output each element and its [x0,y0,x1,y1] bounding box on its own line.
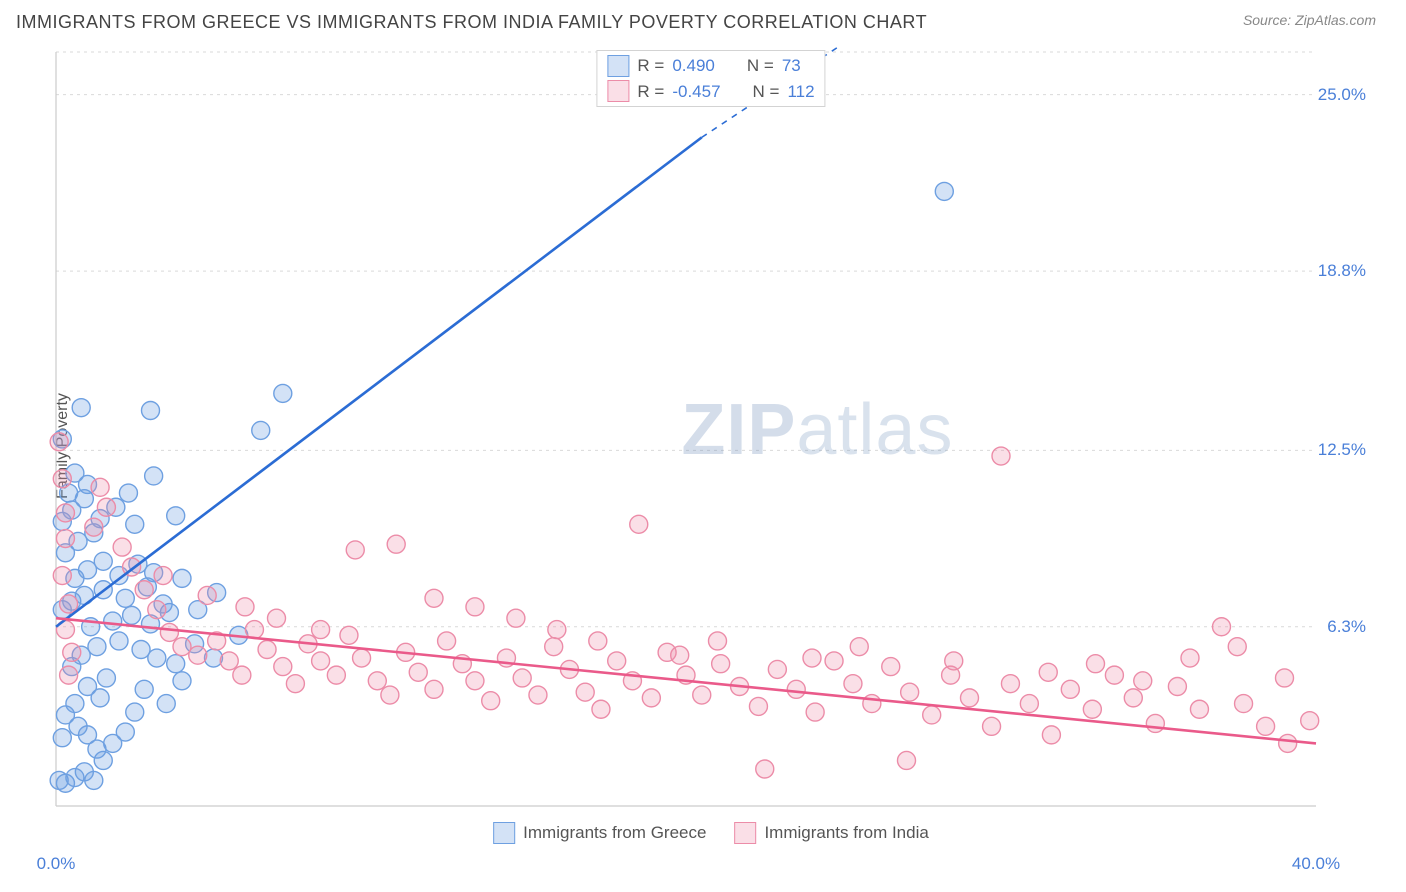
scatter-chart: Family Poverty ZIPatlas R = 0.490 N = 73… [46,46,1376,846]
legend-swatch-icon [734,822,756,844]
legend-item-label: Immigrants from India [764,823,928,843]
x-tick-label: 40.0% [1292,854,1340,874]
x-tick-label: 0.0% [37,854,76,874]
legend-item-greece: Immigrants from Greece [493,822,706,844]
legend-swatch-india [607,80,629,102]
bottom-legend: Immigrants from Greece Immigrants from I… [493,822,929,844]
chart-title: IMMIGRANTS FROM GREECE VS IMMIGRANTS FRO… [16,12,927,33]
y-tick-label: 25.0% [1318,85,1366,105]
y-tick-label: 18.8% [1318,261,1366,281]
plot-area [46,46,1376,846]
y-tick-label: 12.5% [1318,440,1366,460]
y-tick-label: 6.3% [1327,617,1366,637]
legend-stats-row: R = -0.457 N = 112 [607,79,814,105]
legend-swatch-icon [493,822,515,844]
legend-stats-row: R = 0.490 N = 73 [607,53,814,79]
legend-swatch-greece [607,55,629,77]
legend-item-label: Immigrants from Greece [523,823,706,843]
source-attribution: Source: ZipAtlas.com [1243,12,1376,28]
legend-item-india: Immigrants from India [734,822,928,844]
legend-stats: R = 0.490 N = 73 R = -0.457 N = 112 [596,50,825,107]
